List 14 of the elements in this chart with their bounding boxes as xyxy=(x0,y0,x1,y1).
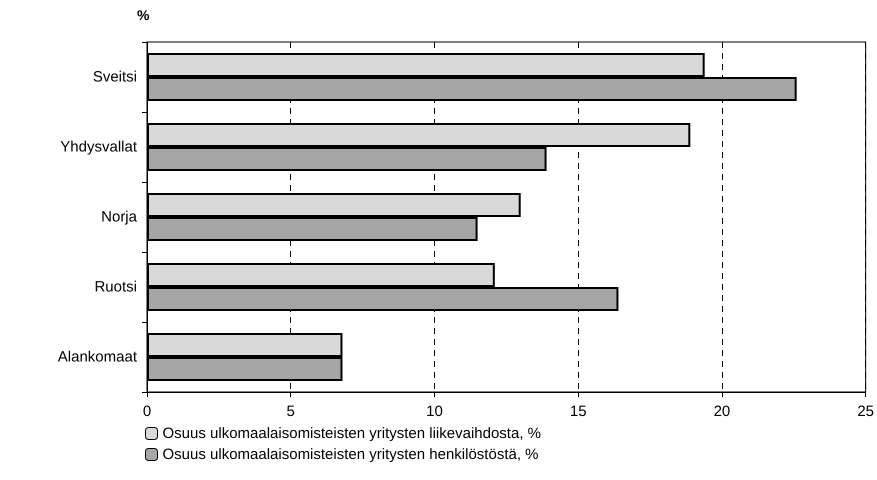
x-tick-label: 0 xyxy=(142,403,152,420)
legend-label: Osuus ulkomaalaisomisteisten yritysten liikevaihdosta, % xyxy=(162,425,541,442)
x-tick-label: 10 xyxy=(426,403,443,420)
x-axis-title: % xyxy=(137,7,150,23)
y-tick-label: Yhdysvallat xyxy=(60,138,138,156)
x-tick-label: 25 xyxy=(857,403,874,420)
x-tick-label: 15 xyxy=(570,403,587,420)
y-tick-label: Ruotsi xyxy=(94,278,137,296)
y-tick-label: Alankomaat xyxy=(58,348,138,366)
y-tick-label: Norja xyxy=(101,208,138,226)
legend-label: Osuus ulkomaalaisomisteisten yritysten henkilöstöstä, % xyxy=(162,446,538,463)
x-tick-label: 20 xyxy=(714,403,730,420)
x-tick-label: 5 xyxy=(286,403,295,420)
y-tick-label: Sveitsi xyxy=(92,68,137,86)
